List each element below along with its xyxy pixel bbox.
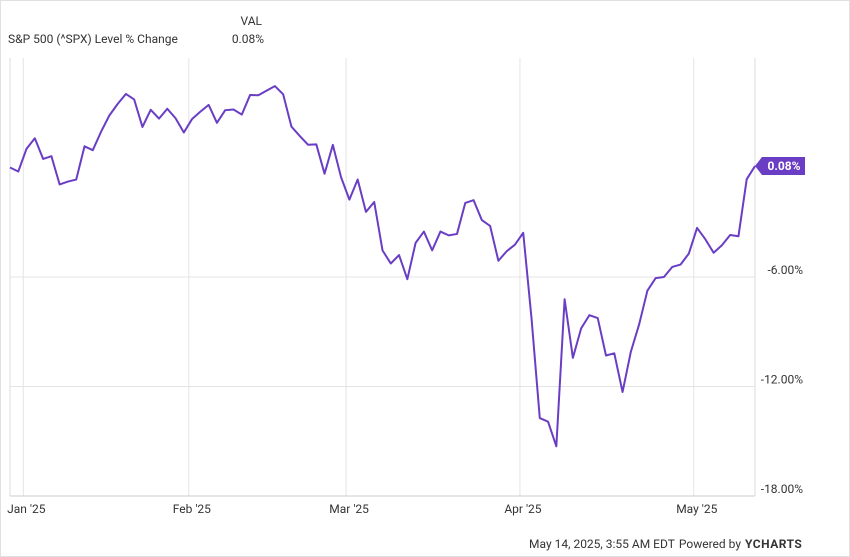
legend-label: S&P 500 (^SPX) Level % Change: [8, 32, 178, 46]
x-tick-label: Mar '25: [329, 502, 369, 516]
end-badge: [755, 157, 805, 176]
x-tick-label: Feb '25: [173, 502, 211, 516]
x-tick-label: Apr '25: [504, 502, 541, 516]
legend-header: VAL: [241, 14, 263, 28]
series-line: [9, 85, 756, 448]
x-tick-label: May '25: [676, 502, 717, 516]
y-tick-label: -18.00%: [761, 482, 803, 496]
y-tick-label: -6.00%: [767, 263, 803, 277]
timestamp: May 14, 2025, 3:55 AM EDT: [529, 537, 675, 551]
y-tick-label: -12.00%: [761, 373, 803, 387]
end-badge-label: 0.08%: [767, 159, 800, 173]
credit: Powered by: [679, 537, 741, 551]
brand: YCHARTS: [745, 537, 802, 551]
x-tick-label: Jan '25: [7, 502, 46, 516]
legend-value: 0.08%: [232, 32, 264, 46]
